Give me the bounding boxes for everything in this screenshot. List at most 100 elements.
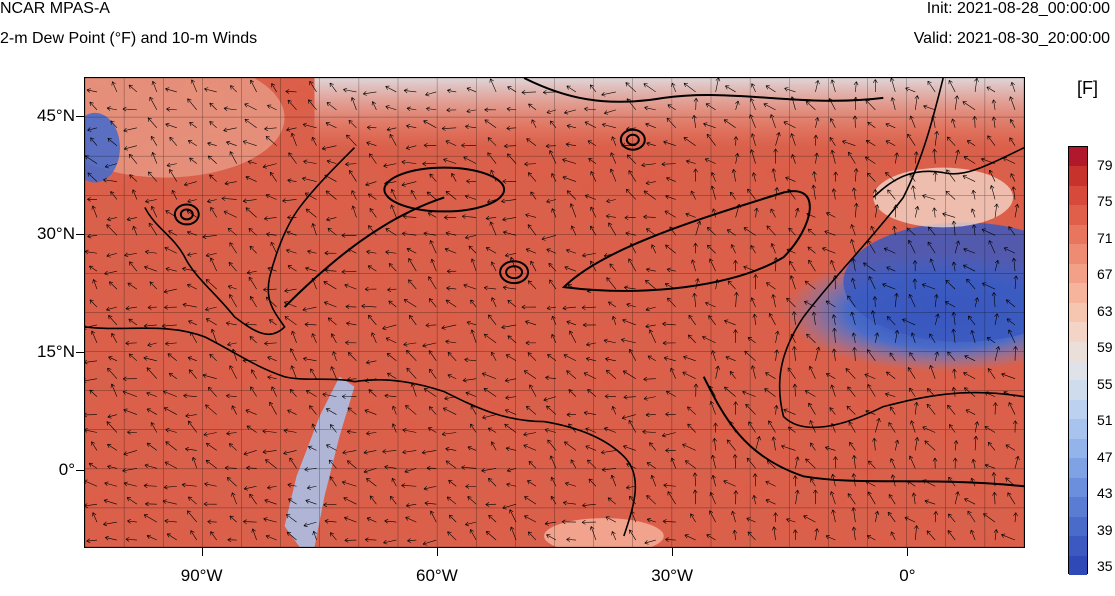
wind-arrow xyxy=(813,489,818,505)
wind-arrow xyxy=(648,329,657,343)
wind-arrow xyxy=(692,292,697,308)
wind-arrow xyxy=(872,296,878,308)
wind-arrow xyxy=(626,126,636,132)
wind-arrow xyxy=(549,120,557,128)
wind-arrow xyxy=(542,90,557,95)
wind-arrow xyxy=(165,441,177,451)
wind-arrow xyxy=(993,529,999,541)
wind-arrow xyxy=(667,104,676,111)
wind-arrow xyxy=(750,245,756,254)
wind-arrow xyxy=(231,405,237,415)
wind-arrow xyxy=(345,340,357,346)
colorbar-segment xyxy=(1069,283,1087,304)
wind-arrow xyxy=(223,106,237,111)
colorbar-segment xyxy=(1069,244,1087,265)
wind-arrow xyxy=(325,190,337,200)
wind-arrow xyxy=(164,461,177,469)
wind-arrow xyxy=(628,348,637,361)
wind-arrow xyxy=(85,155,98,164)
wind-arrow xyxy=(246,270,257,275)
wind-arrow xyxy=(182,266,197,272)
wind-arrow xyxy=(605,369,617,379)
wind-arrow xyxy=(231,348,237,361)
wind-arrow xyxy=(248,276,257,290)
wind-arrow xyxy=(364,286,377,292)
wind-arrow xyxy=(110,191,118,200)
wind-arrow xyxy=(422,342,437,348)
wind-arrow xyxy=(872,79,878,92)
wind-arrow xyxy=(870,225,876,236)
wind-arrow xyxy=(346,429,357,435)
wind-arrow xyxy=(733,260,738,272)
wind-arrow xyxy=(401,483,417,488)
wind-arrow xyxy=(647,355,656,362)
colorbar-segment xyxy=(1069,555,1087,576)
wind-arrow xyxy=(773,512,778,523)
wind-arrow xyxy=(544,428,557,433)
wind-arrow xyxy=(951,118,956,128)
wind-arrow xyxy=(366,517,377,523)
wind-arrow xyxy=(962,264,976,272)
wind-arrow xyxy=(243,450,257,456)
wind-arrow xyxy=(671,82,677,93)
wind-arrow xyxy=(367,314,377,326)
wind-arrow xyxy=(565,142,577,147)
wind-arrow xyxy=(406,124,417,129)
wind-arrow xyxy=(125,537,137,542)
wind-arrow xyxy=(890,97,896,110)
wind-arrow xyxy=(401,231,417,237)
wind-arrow xyxy=(904,516,916,523)
wind-arrow xyxy=(312,530,317,541)
wind-arrow xyxy=(670,457,677,469)
colorbar-segment xyxy=(1069,419,1087,440)
wind-arrow xyxy=(851,473,857,487)
wind-arrow xyxy=(564,265,577,272)
wind-arrow xyxy=(868,460,876,469)
colorbar-label: 71 xyxy=(1097,229,1113,246)
wind-arrow xyxy=(504,378,517,383)
wind-arrow xyxy=(1002,157,1016,164)
wind-arrow xyxy=(390,204,397,218)
wind-arrow xyxy=(466,178,477,184)
wind-arrow xyxy=(305,208,317,218)
wind-arrow xyxy=(954,491,960,505)
wind-arrow xyxy=(146,391,157,397)
wind-arrow xyxy=(169,169,178,182)
wind-arrow xyxy=(732,529,738,541)
wind-arrow xyxy=(465,234,477,240)
colorbar-label: 55 xyxy=(1097,375,1113,392)
wind-arrow xyxy=(790,133,796,146)
wind-arrow xyxy=(143,483,157,489)
colorbar-segment xyxy=(1069,224,1087,245)
wind-arrow xyxy=(329,82,337,93)
wind-arrow xyxy=(584,106,596,112)
wind-arrow xyxy=(389,133,397,146)
wind-arrow xyxy=(385,105,397,111)
wind-arrow xyxy=(184,181,197,187)
wind-arrow xyxy=(853,202,859,218)
wind-arrow xyxy=(267,104,277,111)
wind-arrow xyxy=(1005,477,1016,487)
wind-arrow xyxy=(163,407,177,415)
wind-arrow xyxy=(815,80,820,93)
wind-arrow xyxy=(191,456,198,469)
wind-arrow xyxy=(287,482,297,488)
wind-arrow xyxy=(441,431,457,437)
wind-arrow xyxy=(709,492,716,505)
wind-arrow xyxy=(715,78,721,93)
wind-arrow xyxy=(649,442,657,451)
wind-arrow xyxy=(423,485,437,491)
wind-arrow xyxy=(302,176,317,182)
wind-arrow xyxy=(88,462,98,469)
wind-arrow xyxy=(128,153,138,164)
latitude-label: 15°N xyxy=(37,341,75,361)
wind-arrow xyxy=(1001,372,1016,379)
wind-arrow xyxy=(426,465,437,471)
wind-arrow xyxy=(146,534,157,541)
wind-arrow xyxy=(953,440,959,451)
colorbar-label: 79 xyxy=(1097,157,1113,173)
wind-arrow xyxy=(611,136,617,146)
wind-arrow xyxy=(507,86,517,93)
wind-arrow xyxy=(966,140,976,146)
wind-arrow xyxy=(1008,226,1016,236)
